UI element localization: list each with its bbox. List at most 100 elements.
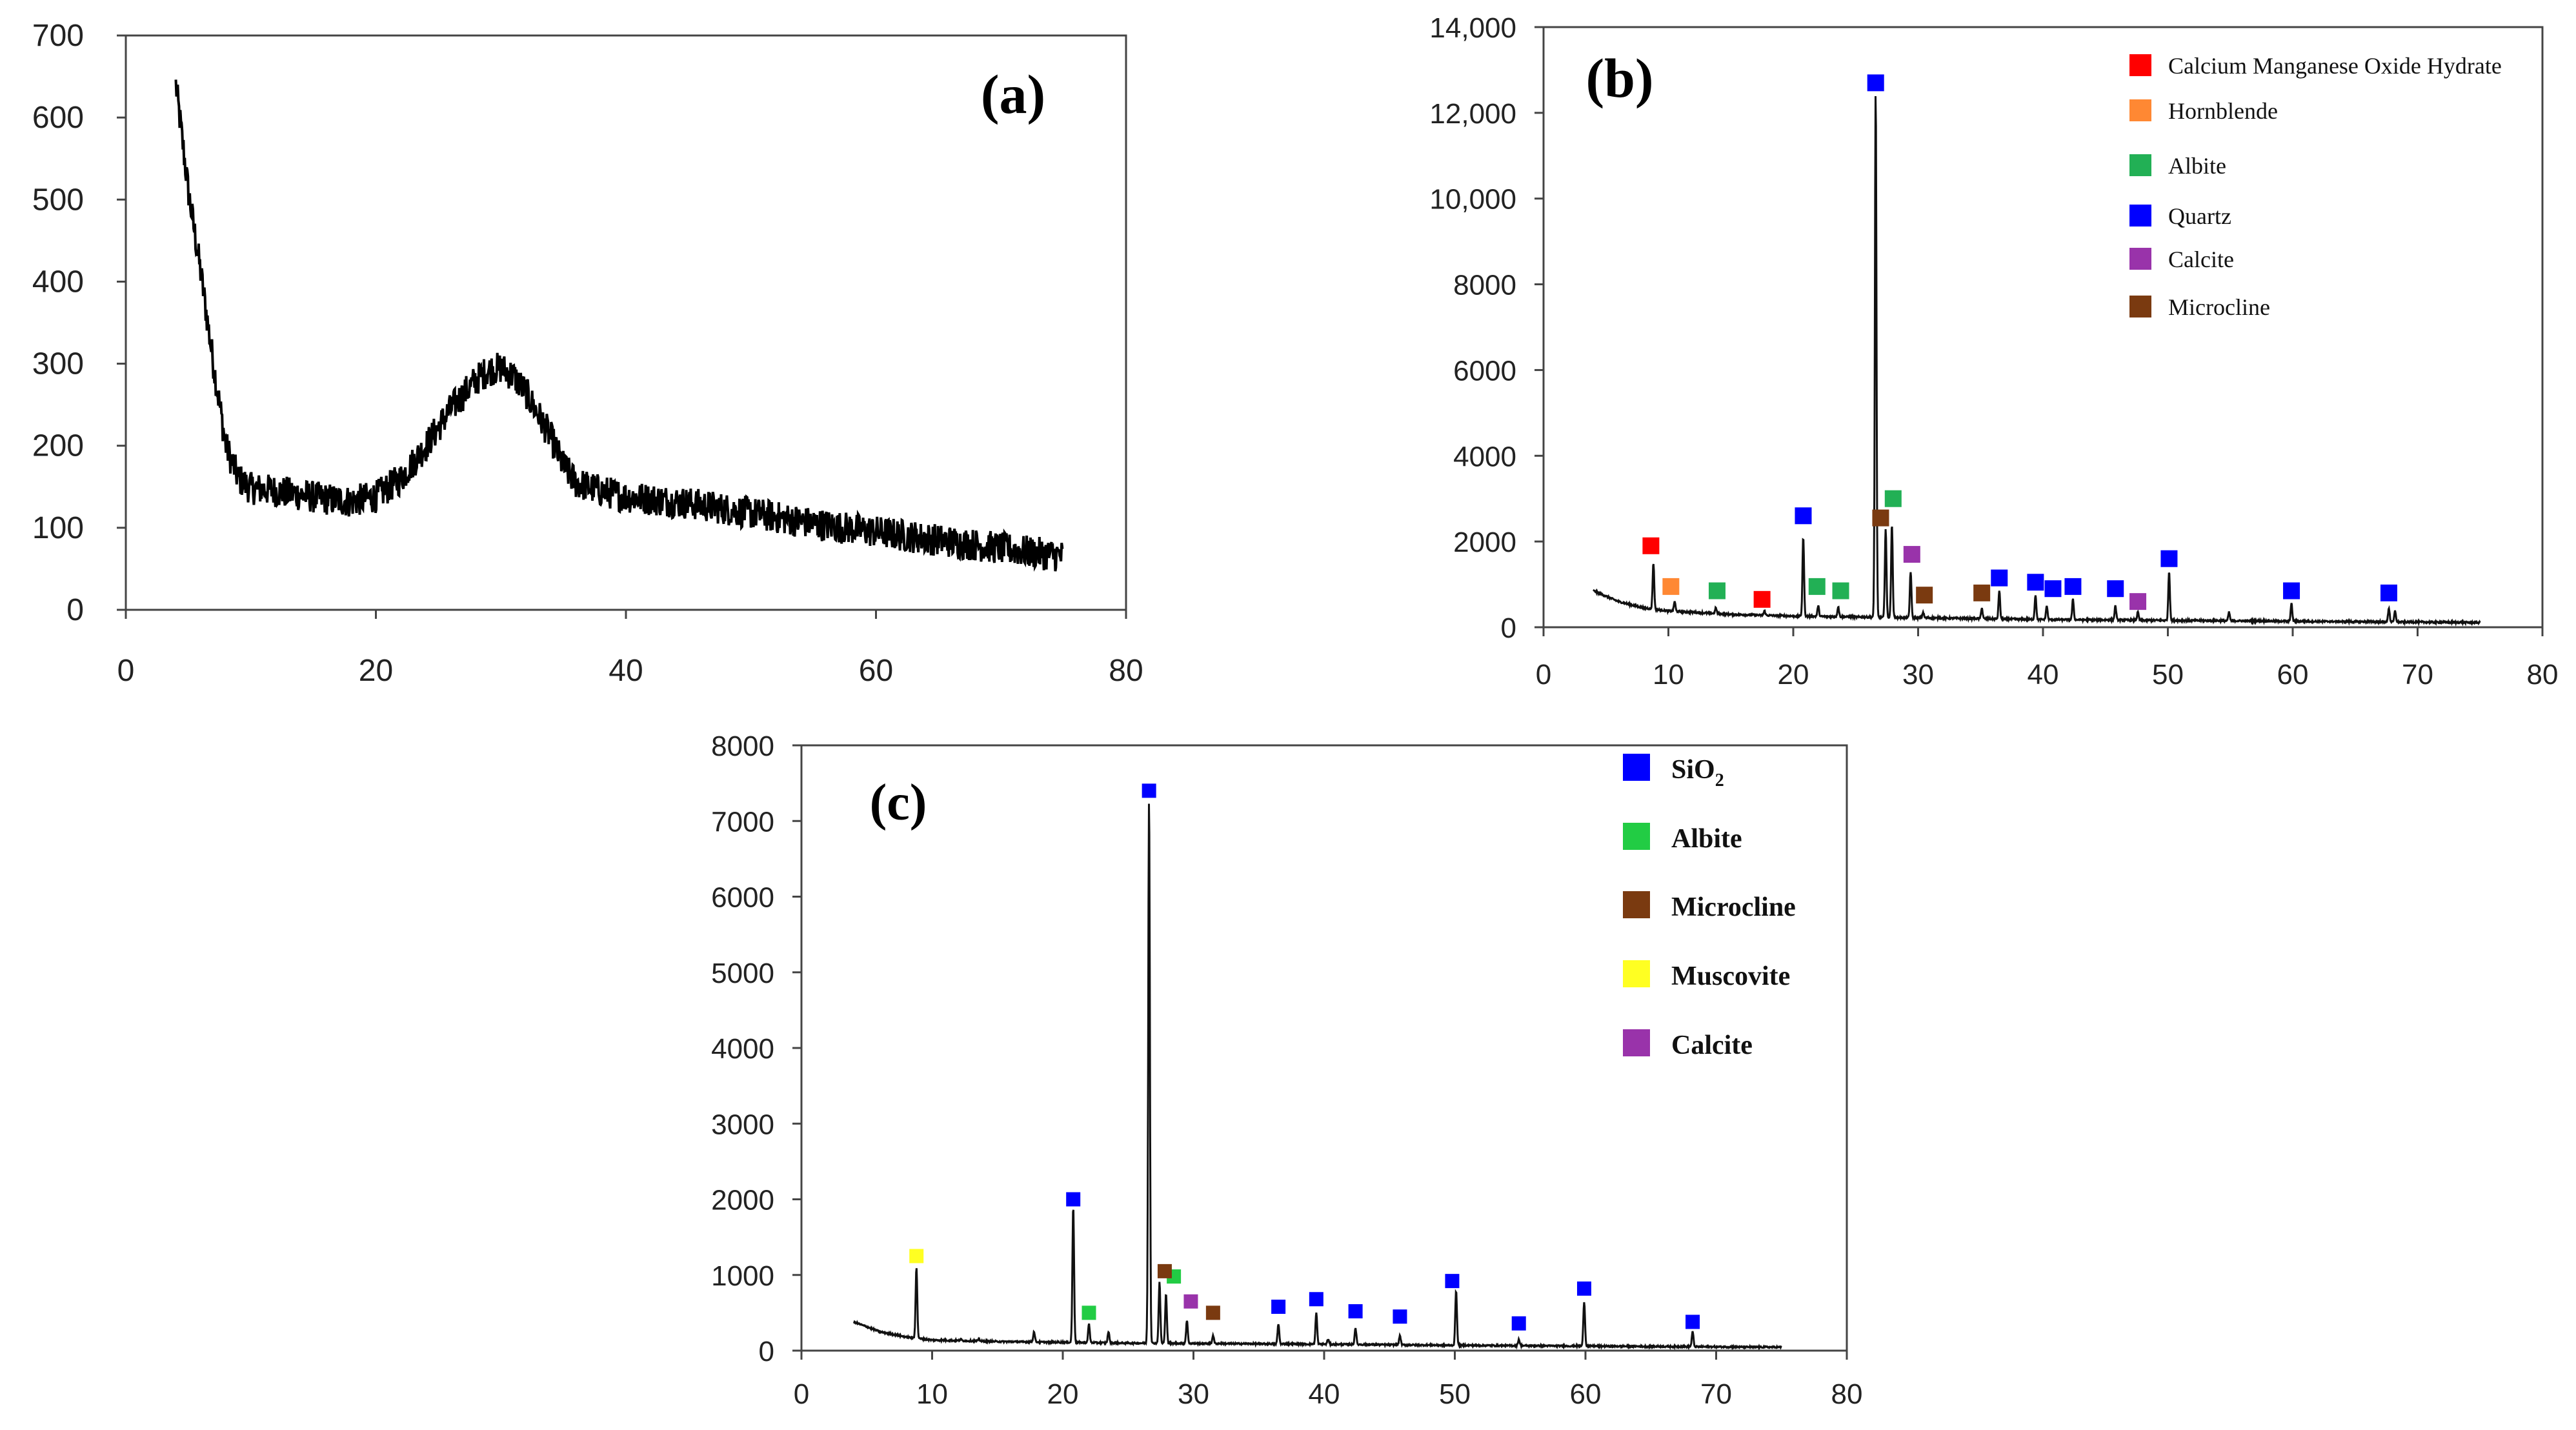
- panel-c-markers: [909, 783, 1700, 1331]
- y-tick-label: 2000: [1453, 527, 1516, 558]
- y-tick-label: 3000: [711, 1109, 774, 1140]
- legend-label-main: Microcline: [1671, 892, 1796, 922]
- panel-a-series-line: [174, 79, 1064, 572]
- y-tick-label: 0: [759, 1336, 774, 1367]
- y-tick-label: 2000: [711, 1185, 774, 1216]
- y-tick-label: 4000: [1453, 441, 1516, 472]
- phase-marker: [2129, 593, 2147, 610]
- phase-marker: [2380, 584, 2397, 601]
- panel-b-plot-frame: [1542, 26, 2544, 629]
- x-tick-label: 80: [2527, 659, 2559, 690]
- x-tick-label: 50: [1439, 1378, 1471, 1410]
- x-tick-label: 0: [794, 1378, 809, 1410]
- phase-marker: [2044, 580, 2062, 598]
- phase-marker: [2027, 574, 2044, 591]
- phase-marker: [1884, 490, 1902, 507]
- phase-marker: [2107, 580, 2124, 598]
- legend-swatch: [1623, 754, 1650, 781]
- panel-a: 0 100 200 300 400 500 600 700 0 20 40 60 80 (a): [32, 19, 1143, 688]
- phase-marker: [2064, 578, 2082, 595]
- x-tick-label: 40: [609, 654, 643, 688]
- y-tick-label: 700: [32, 19, 84, 53]
- y-tick-label: 400: [32, 265, 84, 299]
- panel-b-markers: [1642, 74, 2397, 610]
- phase-marker: [1271, 1299, 1286, 1314]
- x-tick-label: 70: [2402, 659, 2433, 690]
- y-tick-label: 0: [1501, 612, 1516, 644]
- legend-label: Albite: [2168, 153, 2226, 179]
- phase-marker: [1991, 569, 2008, 587]
- x-tick-label: 40: [2028, 659, 2059, 690]
- legend-swatch: [2129, 205, 2151, 227]
- y-tick-label: 10,000: [1429, 184, 1516, 216]
- phase-marker: [1795, 507, 1812, 525]
- phase-marker: [1183, 1294, 1198, 1309]
- legend-label: Microcline: [1671, 892, 1796, 922]
- y-tick-label: 6000: [1453, 355, 1516, 387]
- legend-label-subscript: 2: [1715, 770, 1724, 791]
- phase-marker: [1808, 578, 1826, 595]
- y-tick-label: 500: [32, 183, 84, 217]
- panel-c-series-line: [852, 803, 1782, 1351]
- panel-b-legend: Calcium Manganese Oxide Hydrate Hornblend…: [2129, 53, 2502, 320]
- legend-label: Calcite: [2168, 247, 2234, 272]
- panel-a-y-ticks: 0 100 200 300 400 500 600 700: [32, 19, 126, 627]
- y-tick-label: 5000: [711, 958, 774, 989]
- x-tick-label: 50: [2152, 659, 2184, 690]
- y-tick-label: 7000: [711, 806, 774, 838]
- panel-c-label: (c): [870, 774, 927, 831]
- phase-marker: [1066, 1192, 1081, 1207]
- x-tick-label: 80: [1831, 1378, 1863, 1410]
- legend-swatch: [1623, 960, 1650, 987]
- phase-marker: [1142, 783, 1156, 798]
- phase-marker: [1445, 1274, 1460, 1289]
- x-tick-label: 20: [1778, 659, 1809, 690]
- panel-b-y-ticks: 0 2000 4000 6000 8000 10,000 12,000 14,000: [1429, 12, 1544, 644]
- y-tick-label: 100: [32, 511, 84, 545]
- x-tick-label: 40: [1309, 1378, 1340, 1410]
- legend-label: Microcline: [2168, 294, 2270, 320]
- phase-marker: [1916, 587, 1933, 604]
- panel-b-label: (b): [1585, 47, 1653, 109]
- legend-label-main: Calcite: [1671, 1031, 1753, 1060]
- panel-c-legend: SiO2 Albite Microcline Muscovite Calcite: [1623, 754, 1796, 1060]
- x-tick-label: 30: [1902, 659, 1934, 690]
- phase-marker: [1348, 1304, 1363, 1319]
- legend-label-main: Muscovite: [1671, 962, 1790, 991]
- legend-label: Quartz: [2168, 203, 2231, 229]
- phase-marker: [1662, 578, 1680, 595]
- y-tick-label: 0: [66, 593, 84, 627]
- y-tick-label: 1000: [711, 1260, 774, 1292]
- panel-c-y-ticks: 0 1000 2000 3000 4000 5000 6000 7000 8000: [711, 730, 801, 1367]
- x-tick-label: 30: [1178, 1378, 1209, 1410]
- y-tick-label: 6000: [711, 882, 774, 914]
- phase-marker: [1903, 546, 1920, 563]
- panel-a-label: (a): [981, 63, 1045, 125]
- x-tick-label: 20: [1047, 1378, 1079, 1410]
- phase-marker: [1867, 74, 1884, 92]
- x-tick-label: 0: [117, 654, 135, 688]
- panel-b-x-ticks: 0 10 20 30 40 50 60 70 80: [1536, 627, 2559, 690]
- legend-swatch: [2129, 248, 2151, 270]
- panel-a-plot-frame: [125, 34, 1127, 611]
- phase-marker: [1157, 1264, 1172, 1278]
- x-tick-label: 80: [1109, 654, 1143, 688]
- panel-c: 0 1000 2000 3000 4000 5000 6000 7000 8000 0 10 20 3…: [711, 730, 1862, 1410]
- legend-swatch: [1623, 891, 1650, 918]
- phase-marker: [1393, 1309, 1407, 1324]
- phase-marker: [909, 1249, 924, 1264]
- x-tick-label: 0: [1536, 659, 1551, 690]
- legend-label: Muscovite: [1671, 962, 1790, 991]
- x-tick-label: 60: [1570, 1378, 1602, 1410]
- panel-b-series-line: [1593, 96, 2481, 627]
- legend-swatch: [2129, 99, 2151, 121]
- legend-swatch: [1623, 1029, 1650, 1056]
- phase-marker: [1309, 1292, 1323, 1307]
- phase-marker: [1832, 582, 1849, 599]
- phase-marker: [1872, 509, 1889, 527]
- phase-marker: [2283, 582, 2300, 599]
- y-tick-label: 14,000: [1429, 12, 1516, 44]
- phase-marker: [1642, 537, 1660, 554]
- x-tick-label: 10: [1653, 659, 1684, 690]
